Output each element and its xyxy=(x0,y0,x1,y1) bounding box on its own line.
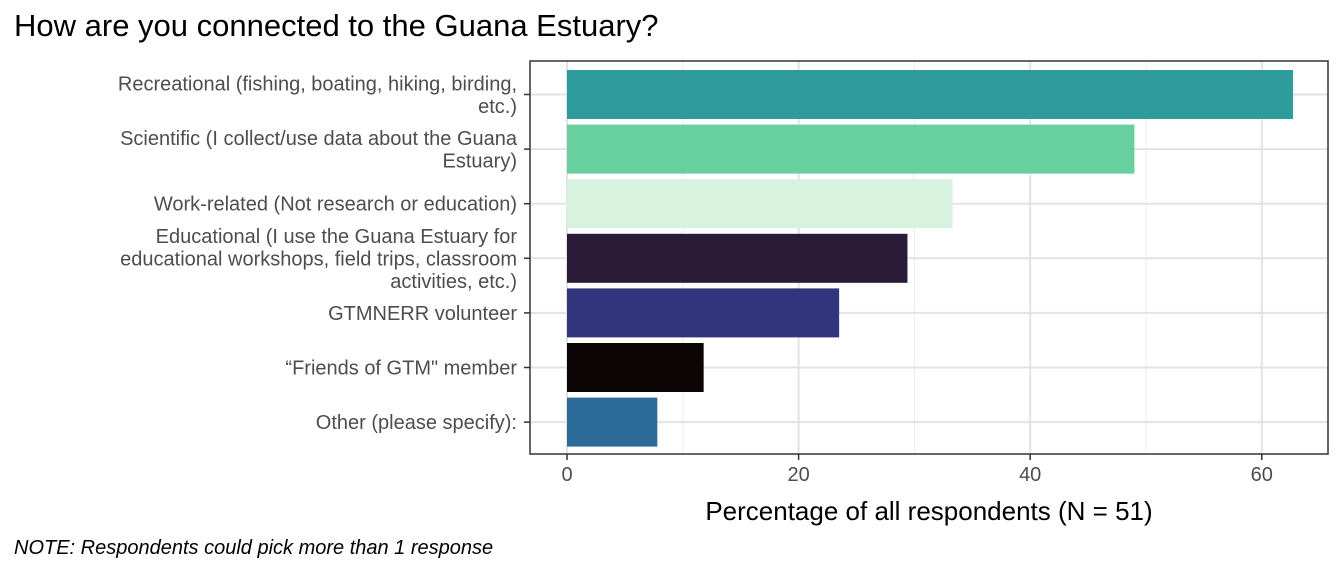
bar xyxy=(567,343,704,392)
category-label: Recreational (fishing, boating, hiking, … xyxy=(118,73,517,118)
bar xyxy=(567,179,953,229)
category-label-line: etc.) xyxy=(478,96,517,118)
x-axis-title: Percentage of all respondents (N = 51) xyxy=(705,496,1152,526)
category-label-line: “Friends of GTM" member xyxy=(285,358,517,380)
category-label: “Friends of GTM" member xyxy=(285,358,517,380)
category-label: Other (please specify): xyxy=(316,412,517,434)
category-label: Educational (I use the Guana Estuary for… xyxy=(120,226,517,293)
bar xyxy=(567,70,1294,119)
category-label-line: activities, etc.) xyxy=(390,271,517,293)
plot-panel-border xyxy=(529,60,1329,455)
x-axis: 0 20 40 60 xyxy=(561,454,1273,486)
chart-title: How are you connected to the Guana Estua… xyxy=(14,8,659,43)
y-axis: Recreational (fishing, boating, hiking, … xyxy=(118,73,530,434)
x-tick-label: 40 xyxy=(1019,464,1041,486)
bars xyxy=(567,70,1294,447)
category-label-line: educational workshops, field trips, clas… xyxy=(120,248,517,270)
category-label-line: Scientific (I collect/use data about the… xyxy=(120,128,518,150)
category-label: GTMNERR volunteer xyxy=(328,303,517,325)
category-label-line: Work-related (Not research or education) xyxy=(154,194,517,216)
category-label: Scientific (I collect/use data about the… xyxy=(120,128,518,173)
category-label-line: Recreational (fishing, boating, hiking, … xyxy=(118,73,517,95)
bar xyxy=(567,288,840,338)
x-tick-label: 20 xyxy=(787,464,809,486)
bar xyxy=(567,397,658,447)
category-label-line: Educational (I use the Guana Estuary for xyxy=(156,226,518,248)
category-label: Work-related (Not research or education) xyxy=(154,194,517,216)
category-label-line: GTMNERR volunteer xyxy=(328,303,517,325)
category-label-line: Other (please specify): xyxy=(316,412,517,434)
bar xyxy=(567,233,908,283)
x-tick-label: 0 xyxy=(561,464,572,486)
x-tick-label: 60 xyxy=(1251,464,1273,486)
category-label-line: Estuary) xyxy=(443,150,517,172)
bar xyxy=(567,124,1135,174)
chart-note: NOTE: Respondents could pick more than 1… xyxy=(14,537,494,559)
